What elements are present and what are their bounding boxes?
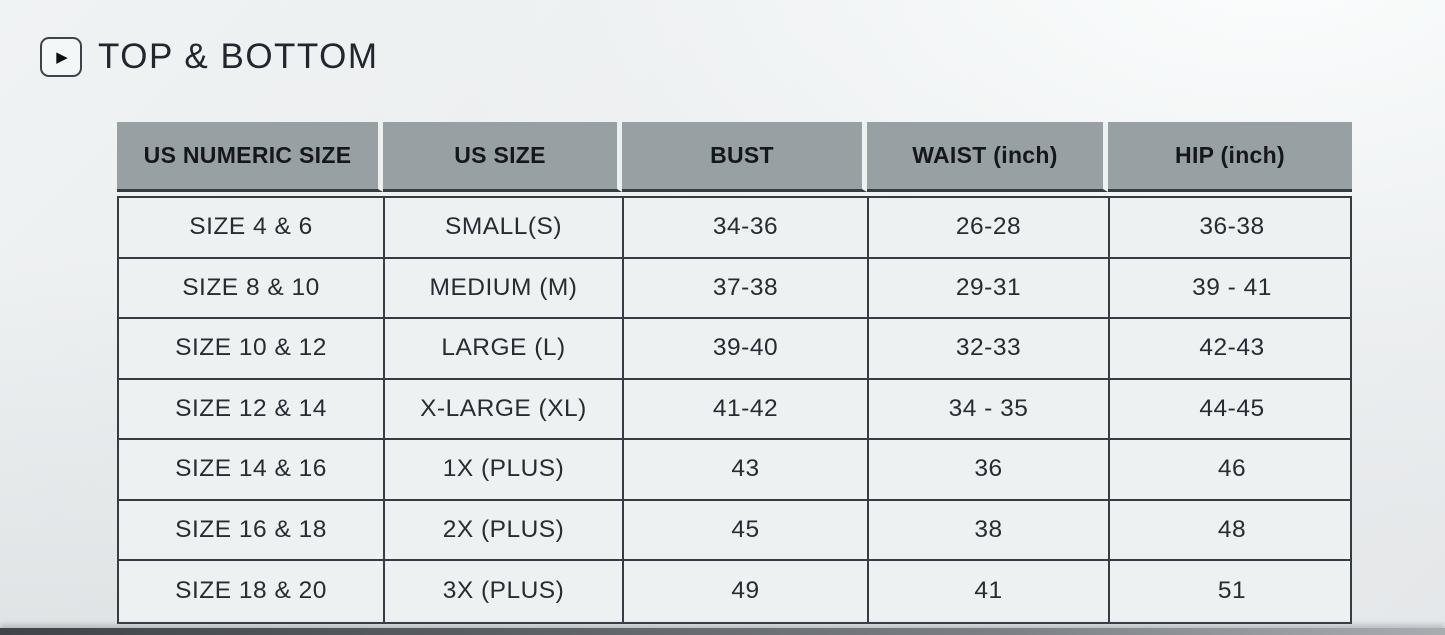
table-row: SIZE 12 & 14 X-LARGE (XL) 41-42 34 - 35 44-4… [119,379,1350,440]
column-header: HIP (inch) [1108,122,1352,192]
table-cell: 29-31 [869,258,1110,317]
table-cell: SIZE 18 & 20 [119,561,385,622]
table-row: SIZE 14 & 16 1X (PLUS) 43 36 46 [119,440,1350,501]
table-cell: 43 [624,440,869,499]
table-cell: 38 [869,500,1110,559]
table-body: SIZE 4 & 6 SMALL(S) 34-36 26-28 36-38 SIZE 8 … [117,196,1352,624]
table-cell: 49 [624,561,869,622]
table-cell: 42-43 [1199,334,1265,362]
table-cell: 36 [869,440,1110,499]
table-cell: 41 [869,561,1110,622]
table-cell: SIZE 4 & 6 [119,198,385,257]
play-triangle-icon: ▶ [56,48,68,66]
table-cell: 34-36 [624,198,869,257]
table-cell: 3X (PLUS) [385,561,624,622]
table-row: SIZE 8 & 10 MEDIUM (M) 37-38 29-31 39 - 41 [119,258,1350,319]
play-bullet-icon: ▶ [40,37,82,77]
photo-bottom-edge [0,628,1445,635]
table-row: SIZE 10 & 12 LARGE (L) 39-40 32-33 42-43 [119,319,1350,380]
table-cell: 36-38 [1199,213,1265,241]
table-cell: 26-28 [869,198,1110,257]
table-cell: SIZE 16 & 18 [119,500,385,559]
table-cell: 44-45 [1199,394,1265,422]
column-header: US SIZE [383,122,622,192]
table-cell: 37-38 [624,258,869,317]
table-cell: 1X (PLUS) [385,440,624,499]
table-cell: SIZE 10 & 12 [119,319,385,378]
column-header: WAIST (inch) [867,122,1108,192]
table-row: SIZE 18 & 20 3X (PLUS) 49 41 51 [119,561,1350,622]
table-cell: MEDIUM (M) [385,258,624,317]
table-cell: LARGE (L) [385,319,624,378]
table-cell: SIZE 8 & 10 [119,258,385,317]
table-row: SIZE 4 & 6 SMALL(S) 34-36 26-28 36-38 [119,198,1350,259]
table-cell: 32-33 [869,319,1110,378]
table-cell: 48 [1217,515,1247,543]
column-header: BUST [622,122,867,192]
table-cell: 2X (PLUS) [385,500,624,559]
table-cell: SIZE 12 & 14 [119,379,385,438]
table-cell: SMALL(S) [385,198,624,257]
size-chart-table: US NUMERIC SIZE US SIZE BUST WAIST (inch) HI… [117,122,1352,624]
section-title-row: ▶ TOP & BOTTOM [40,34,379,80]
page-title: TOP & BOTTOM [98,37,379,76]
table-cell: SIZE 14 & 16 [119,440,385,499]
column-header: US NUMERIC SIZE [117,122,383,192]
table-cell: 39-40 [624,319,869,378]
table-cell: 45 [624,500,869,559]
table-cell: 41-42 [624,379,869,438]
table-cell: 34 - 35 [869,379,1110,438]
table-cell: 39 - 41 [1192,273,1272,301]
table-cell: 46 [1217,455,1247,483]
table-row: SIZE 16 & 18 2X (PLUS) 45 38 48 [119,500,1350,561]
table-header-row: US NUMERIC SIZE US SIZE BUST WAIST (inch) HI… [117,122,1352,192]
table-cell: 51 [1217,577,1247,605]
table-cell: X-LARGE (XL) [385,379,624,438]
